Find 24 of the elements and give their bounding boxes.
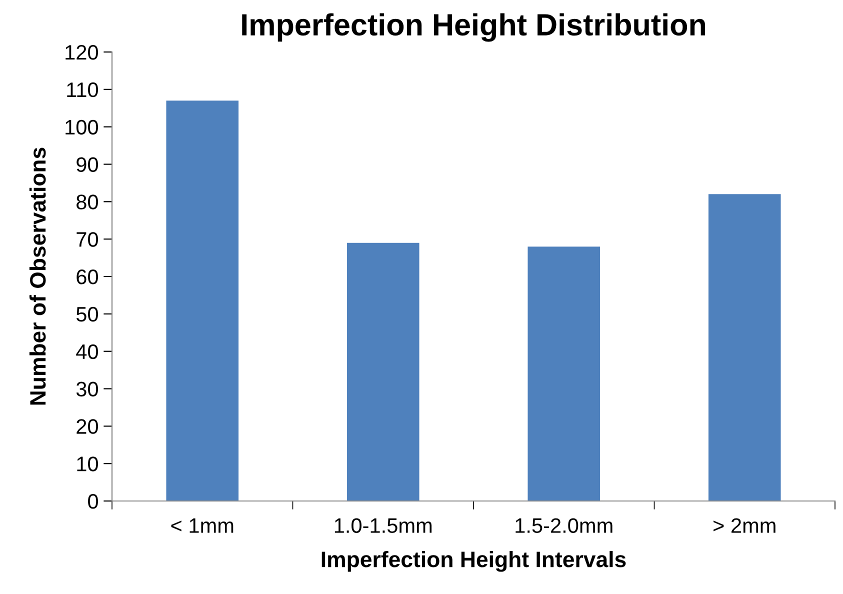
x-tick-label: > 2mm: [714, 518, 776, 533]
y-tick-label: 40: [76, 344, 98, 360]
y-tick-label: 100: [66, 120, 98, 135]
x-axis-title: Imperfection Height Intervals: [322, 550, 626, 572]
y-tick-label: 30: [76, 382, 98, 397]
bar: [528, 246, 600, 501]
y-tick-label: 60: [76, 270, 98, 284]
y-tick-label: 80: [76, 194, 98, 210]
y-tick-label: 0: [88, 494, 98, 509]
y-axis-title: Number of Observations: [29, 148, 46, 405]
y-tick-label: 20: [76, 419, 98, 434]
y-tick-label: 10: [77, 456, 98, 472]
y-tick-label: 70: [76, 232, 98, 247]
bar: [346, 242, 420, 501]
x-tick-label: < 1mm: [171, 518, 234, 533]
y-tick-label: 50: [76, 306, 98, 322]
chart-title: Imperfection Height Distribution: [242, 13, 706, 42]
bar: [708, 194, 781, 501]
x-tick-label: 1.5-2.0mm: [516, 518, 612, 533]
y-tick-label: 120: [66, 45, 98, 60]
x-tick-label: 1.0-1.5mm: [334, 518, 432, 533]
y-tick-label: 110: [67, 82, 98, 98]
y-tick-label: 90: [76, 157, 98, 172]
bar: [166, 100, 239, 501]
